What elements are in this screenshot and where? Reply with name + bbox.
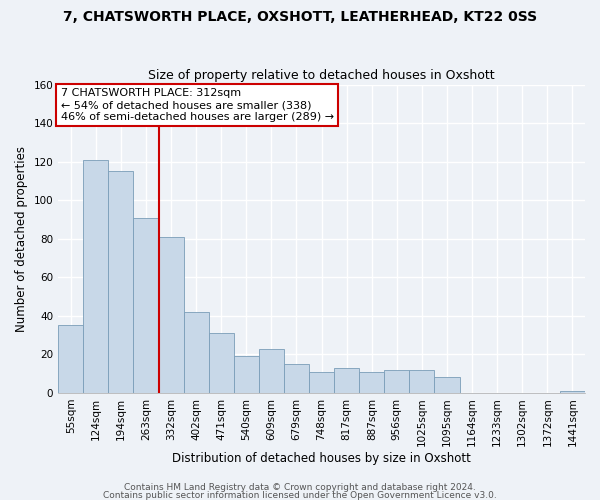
Text: 7 CHATSWORTH PLACE: 312sqm
← 54% of detached houses are smaller (338)
46% of sem: 7 CHATSWORTH PLACE: 312sqm ← 54% of deta…	[61, 88, 334, 122]
Text: Contains public sector information licensed under the Open Government Licence v3: Contains public sector information licen…	[103, 490, 497, 500]
Bar	[434, 378, 460, 393]
Bar	[385, 370, 409, 393]
Text: 7, CHATSWORTH PLACE, OXSHOTT, LEATHERHEAD, KT22 0SS: 7, CHATSWORTH PLACE, OXSHOTT, LEATHERHEA…	[63, 10, 537, 24]
Bar	[158, 237, 184, 393]
Bar	[334, 368, 359, 393]
Bar	[209, 333, 234, 393]
Bar	[184, 312, 209, 393]
Bar	[234, 356, 259, 393]
Bar	[359, 372, 385, 393]
X-axis label: Distribution of detached houses by size in Oxshott: Distribution of detached houses by size …	[172, 452, 471, 465]
Bar	[309, 372, 334, 393]
Bar	[560, 391, 585, 393]
Text: Contains HM Land Registry data © Crown copyright and database right 2024.: Contains HM Land Registry data © Crown c…	[124, 484, 476, 492]
Bar	[259, 348, 284, 393]
Bar	[58, 326, 83, 393]
Bar	[109, 172, 133, 393]
Bar	[409, 370, 434, 393]
Y-axis label: Number of detached properties: Number of detached properties	[15, 146, 28, 332]
Bar	[83, 160, 109, 393]
Bar	[284, 364, 309, 393]
Title: Size of property relative to detached houses in Oxshott: Size of property relative to detached ho…	[148, 69, 495, 82]
Bar	[133, 218, 158, 393]
